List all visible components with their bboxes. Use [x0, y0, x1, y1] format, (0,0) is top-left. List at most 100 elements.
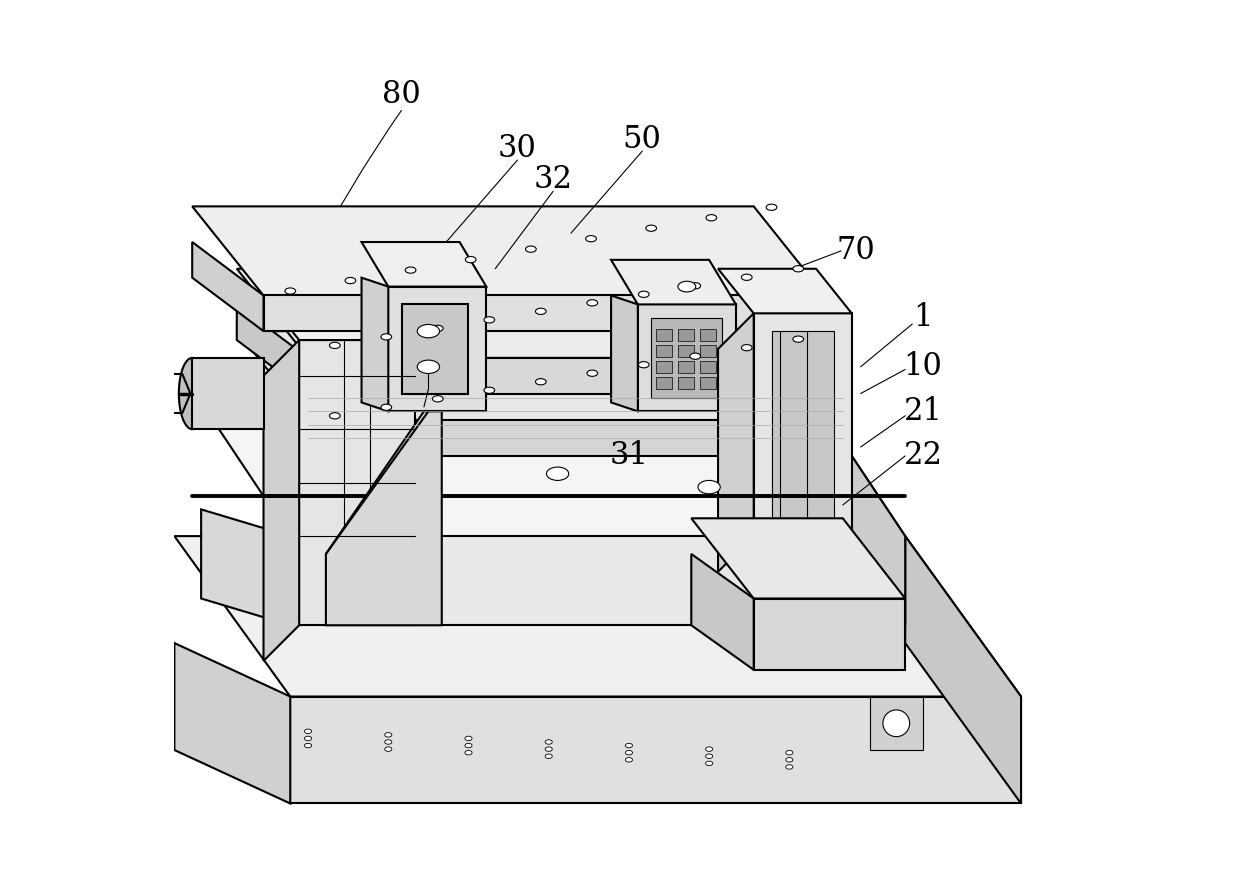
Ellipse shape: [706, 754, 713, 758]
Ellipse shape: [689, 353, 701, 359]
Polygon shape: [264, 340, 299, 661]
Polygon shape: [701, 361, 717, 373]
Ellipse shape: [742, 274, 753, 281]
Ellipse shape: [465, 750, 472, 755]
Ellipse shape: [536, 308, 546, 315]
Polygon shape: [308, 358, 843, 393]
Polygon shape: [237, 331, 843, 420]
Polygon shape: [651, 317, 723, 398]
Ellipse shape: [706, 746, 713, 751]
Polygon shape: [388, 287, 486, 411]
Polygon shape: [718, 269, 852, 313]
Ellipse shape: [345, 277, 356, 283]
Ellipse shape: [465, 743, 472, 747]
Ellipse shape: [625, 757, 632, 762]
Polygon shape: [678, 345, 694, 357]
Text: 31: 31: [609, 441, 649, 471]
Polygon shape: [326, 411, 441, 625]
Ellipse shape: [546, 739, 552, 744]
Ellipse shape: [585, 235, 596, 241]
Ellipse shape: [639, 291, 649, 298]
Polygon shape: [701, 345, 717, 357]
Text: 21: 21: [904, 396, 942, 426]
Polygon shape: [192, 242, 264, 331]
Ellipse shape: [646, 225, 656, 232]
Polygon shape: [237, 367, 308, 456]
Polygon shape: [362, 242, 486, 287]
Ellipse shape: [792, 336, 804, 342]
Polygon shape: [718, 313, 754, 572]
Polygon shape: [308, 420, 843, 456]
Ellipse shape: [384, 733, 392, 737]
Polygon shape: [905, 536, 1021, 804]
Polygon shape: [656, 329, 672, 341]
Polygon shape: [701, 329, 717, 341]
Ellipse shape: [526, 246, 536, 252]
Ellipse shape: [786, 764, 792, 769]
Ellipse shape: [689, 283, 701, 289]
Ellipse shape: [381, 404, 392, 410]
Polygon shape: [754, 598, 905, 670]
Ellipse shape: [766, 204, 776, 210]
Ellipse shape: [546, 746, 552, 751]
Polygon shape: [754, 313, 852, 536]
Text: 50: 50: [622, 124, 662, 155]
Polygon shape: [264, 296, 825, 331]
Ellipse shape: [465, 257, 476, 263]
Polygon shape: [656, 345, 672, 357]
Polygon shape: [402, 304, 469, 393]
Polygon shape: [816, 402, 905, 625]
Polygon shape: [771, 331, 833, 519]
Ellipse shape: [433, 325, 443, 332]
Polygon shape: [201, 402, 905, 536]
Polygon shape: [290, 696, 1021, 804]
Text: 80: 80: [382, 80, 422, 111]
Polygon shape: [362, 278, 388, 411]
Ellipse shape: [639, 361, 649, 367]
Polygon shape: [656, 361, 672, 373]
Polygon shape: [656, 377, 672, 389]
Ellipse shape: [678, 282, 696, 292]
Polygon shape: [691, 554, 754, 670]
Ellipse shape: [330, 342, 340, 349]
Polygon shape: [611, 296, 637, 411]
Polygon shape: [237, 269, 843, 358]
Polygon shape: [691, 519, 905, 598]
Ellipse shape: [179, 358, 206, 429]
Text: 70: 70: [837, 235, 875, 266]
Ellipse shape: [786, 750, 792, 755]
Ellipse shape: [625, 750, 632, 755]
Polygon shape: [192, 358, 264, 429]
Ellipse shape: [587, 299, 598, 306]
Ellipse shape: [786, 757, 792, 762]
Polygon shape: [869, 696, 923, 750]
Ellipse shape: [706, 215, 717, 221]
Ellipse shape: [706, 761, 713, 765]
Text: 10: 10: [904, 351, 942, 383]
Ellipse shape: [536, 379, 546, 384]
Polygon shape: [678, 361, 694, 373]
Ellipse shape: [330, 413, 340, 419]
Text: 32: 32: [533, 164, 573, 195]
Polygon shape: [264, 296, 415, 340]
Ellipse shape: [305, 736, 311, 740]
Ellipse shape: [547, 467, 569, 480]
Ellipse shape: [417, 360, 439, 374]
Ellipse shape: [405, 267, 415, 274]
Ellipse shape: [792, 266, 804, 272]
Polygon shape: [175, 643, 290, 804]
Text: 22: 22: [904, 441, 942, 471]
Polygon shape: [678, 329, 694, 341]
Ellipse shape: [433, 396, 443, 402]
Ellipse shape: [484, 387, 495, 393]
Ellipse shape: [465, 736, 472, 740]
Polygon shape: [637, 304, 735, 411]
Ellipse shape: [698, 480, 720, 493]
Polygon shape: [299, 340, 415, 625]
Ellipse shape: [417, 325, 439, 338]
Ellipse shape: [625, 743, 632, 747]
Polygon shape: [175, 536, 1021, 696]
Ellipse shape: [587, 370, 598, 376]
Ellipse shape: [546, 754, 552, 758]
Ellipse shape: [742, 344, 753, 350]
